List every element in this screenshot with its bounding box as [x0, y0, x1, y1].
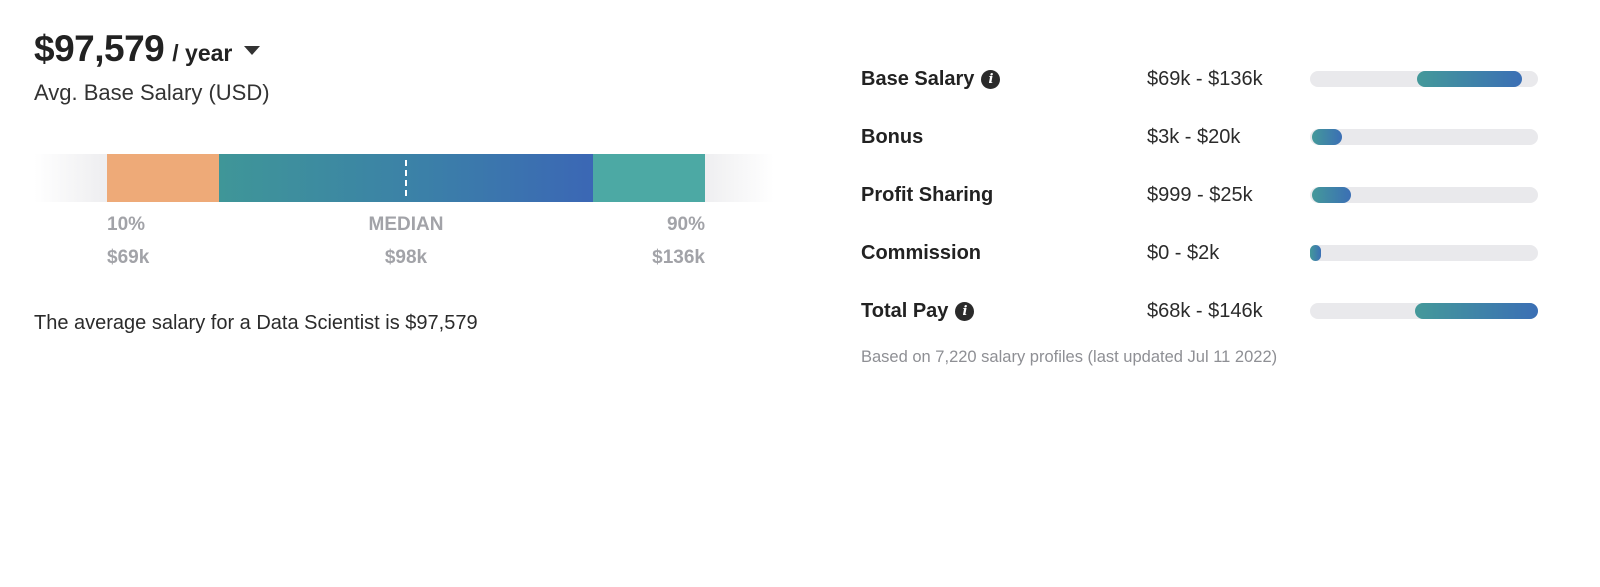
pay-row-label-text: Profit Sharing [861, 183, 994, 206]
pay-row: Profit Sharing $999 - $25k [861, 166, 1541, 224]
salary-summary-text: The average salary for a Data Scientist … [34, 312, 478, 334]
pay-row-label: Commission [861, 242, 1147, 265]
salary-overview: $97,579 / year Avg. Base Salary (USD) 10… [34, 28, 794, 388]
pay-row-label-text: Total Pay [861, 299, 949, 322]
pay-row-label-text: Commission [861, 241, 982, 264]
info-icon[interactable]: i [981, 69, 1001, 89]
salary-subtitle: Avg. Base Salary (USD) [34, 80, 270, 105]
pay-row-fill [1414, 303, 1538, 319]
pay-row: Total Pay i $68k - $146k [861, 282, 1541, 340]
pay-row-label-text: Base Salary [861, 67, 975, 90]
median-value: $98k [384, 247, 428, 268]
pay-row-fill [1310, 245, 1322, 261]
pay-breakdown: Base Salary i $69k - $136k Bonus $3k - $… [861, 50, 1541, 390]
data-source-footnote: Based on 7,220 salary profiles (last upd… [861, 348, 1278, 366]
pay-row-range: $69k - $136k [1147, 67, 1263, 90]
pay-row-track [1310, 187, 1538, 203]
salary-distribution-bar [34, 154, 774, 202]
pay-row-fill [1312, 129, 1342, 145]
pay-row-label: Total Pay i [861, 300, 1147, 323]
distribution-low-segment [107, 154, 219, 202]
pay-row: Base Salary i $69k - $136k [861, 50, 1541, 108]
salary-header: $97,579 / year [34, 28, 794, 72]
pay-row-label: Base Salary i [861, 68, 1147, 91]
pay-row-fill [1417, 71, 1523, 87]
pay-row-label: Bonus [861, 126, 1147, 149]
percentile-10-label: 10% [107, 214, 146, 235]
pay-row: Bonus $3k - $20k [861, 108, 1541, 166]
median-label: MEDIAN [368, 214, 444, 235]
pay-row-range: $68k - $146k [1147, 299, 1263, 322]
percentile-90-label: 90% [666, 214, 705, 235]
pay-row-range: $3k - $20k [1147, 125, 1241, 148]
percentile-10-value: $69k [107, 247, 150, 268]
chevron-down-icon[interactable] [244, 46, 261, 55]
pay-row-label: Profit Sharing [861, 184, 1147, 207]
pay-row: Commission $0 - $2k [861, 224, 1541, 282]
distribution-high-segment [593, 154, 705, 202]
average-salary-amount: $97,579 [34, 28, 165, 69]
pay-row-fill [1312, 187, 1352, 203]
pay-row-track [1310, 245, 1538, 261]
info-icon[interactable]: i [955, 301, 975, 321]
percentile-90-value: $136k [652, 247, 705, 268]
pay-row-track [1310, 129, 1538, 145]
pay-row-range: $999 - $25k [1147, 183, 1253, 206]
pay-row-range: $0 - $2k [1147, 241, 1220, 264]
pay-row-track [1310, 71, 1538, 87]
pay-period-selector[interactable]: / year [172, 40, 233, 66]
median-marker [405, 160, 407, 196]
pay-row-track [1310, 303, 1538, 319]
pay-row-label-text: Bonus [861, 125, 924, 148]
